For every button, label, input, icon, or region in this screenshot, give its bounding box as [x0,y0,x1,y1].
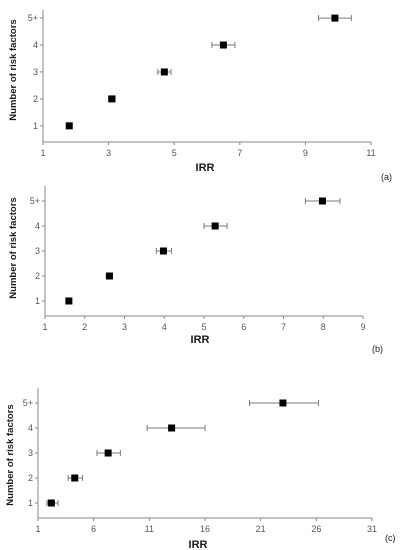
chart-2-y-tick-label: 2 [35,271,40,281]
chart-3-y-tick-label: 5+ [23,398,33,408]
chart-3-point-marker [104,449,112,457]
panel-label-b: (b) [372,344,383,354]
chart-1-y-tick-label: 1 [33,121,38,131]
chart-1-point-marker [108,95,116,103]
chart-2-y-tick-label: 3 [35,246,40,256]
chart-2-y-tick-label: 1 [35,296,40,306]
chart-2-point-marker [211,222,219,230]
chart-1-x-tick-label: 11 [366,148,375,158]
chart-2-x-tick-label: 8 [321,322,326,332]
chart-3-point-marker [279,399,287,407]
panel-label-c: (c) [385,533,396,543]
chart-2-x-tick-label: 5 [201,322,206,332]
chart-1-x-tick-label: 7 [237,148,242,158]
panel-label-a: (a) [381,172,392,182]
chart-1-y-axis-title: Number of risk factors [8,19,19,120]
chart-3-y-tick-label: 1 [28,498,33,508]
chart-1-y-tick-label: 3 [33,67,38,77]
chart-3-x-tick-label: 31 [367,524,377,534]
chart-3-y-tick-label: 3 [28,448,33,458]
chart-3-y-axis-title: Number of risk factors [5,404,16,505]
chart-3-x-tick-label: 6 [91,524,96,534]
chart-3-x-tick-label: 1 [35,524,40,534]
chart-2-point-marker [318,197,326,205]
chart-2-y-tick-label: 5+ [30,196,40,206]
chart-1-point-marker [219,41,227,49]
chart-2-x-tick-label: 7 [281,322,286,332]
chart-panel-2: 1 2 3 4 5 6 7 8 9 1 2 3 4 5+ IRR Number of risk factors [8,186,366,346]
chart-2-x-tick-label: 3 [122,322,127,332]
chart-3-y-tick-label: 2 [28,473,33,483]
chart-2-x-tick-label: 1 [42,322,47,332]
chart-1-x-tick-label: 3 [106,148,111,158]
chart-3-point-marker [168,424,176,432]
chart-2-point-marker [105,272,113,280]
chart-3-point-marker [47,499,55,507]
chart-2-point-marker [159,247,167,255]
chart-2-x-tick-label: 9 [360,322,365,332]
chart-3-y-tick-label: 4 [28,423,33,433]
chart-2-x-tick-label: 6 [241,322,246,332]
chart-3-x-tick-label: 11 [145,524,154,534]
chart-2-point-marker [65,297,73,305]
chart-1-y-tick-label: 4 [33,40,38,50]
chart-3-x-tick-label: 16 [200,524,210,534]
chart-2-y-axis-title: Number of risk factors [8,197,19,298]
chart-1-y-tick-label: 5+ [28,13,38,23]
chart-3-x-tick-label: 21 [256,524,266,534]
chart-1-x-axis-title: IRR [196,162,215,174]
chart-1-point-marker [160,68,168,76]
chart-2-x-tick-label: 2 [82,322,87,332]
chart-2-x-tick-label: 4 [162,322,167,332]
chart-1-x-tick-label: 5 [172,148,177,158]
chart-1-point-marker [331,14,339,22]
chart-2-y-tick-label: 4 [35,221,40,231]
chart-1-x-tick-label: 1 [40,148,45,158]
chart-3-x-tick-label: 26 [311,524,321,534]
chart-1-point-marker [65,122,73,130]
chart-3-point-marker [71,474,79,482]
chart-1-y-tick-label: 2 [33,94,38,104]
chart-1-x-tick-label: 9 [303,148,308,158]
chart-3-x-axis-title: IRR [189,539,208,550]
chart-2-x-axis-title: IRR [191,334,210,346]
